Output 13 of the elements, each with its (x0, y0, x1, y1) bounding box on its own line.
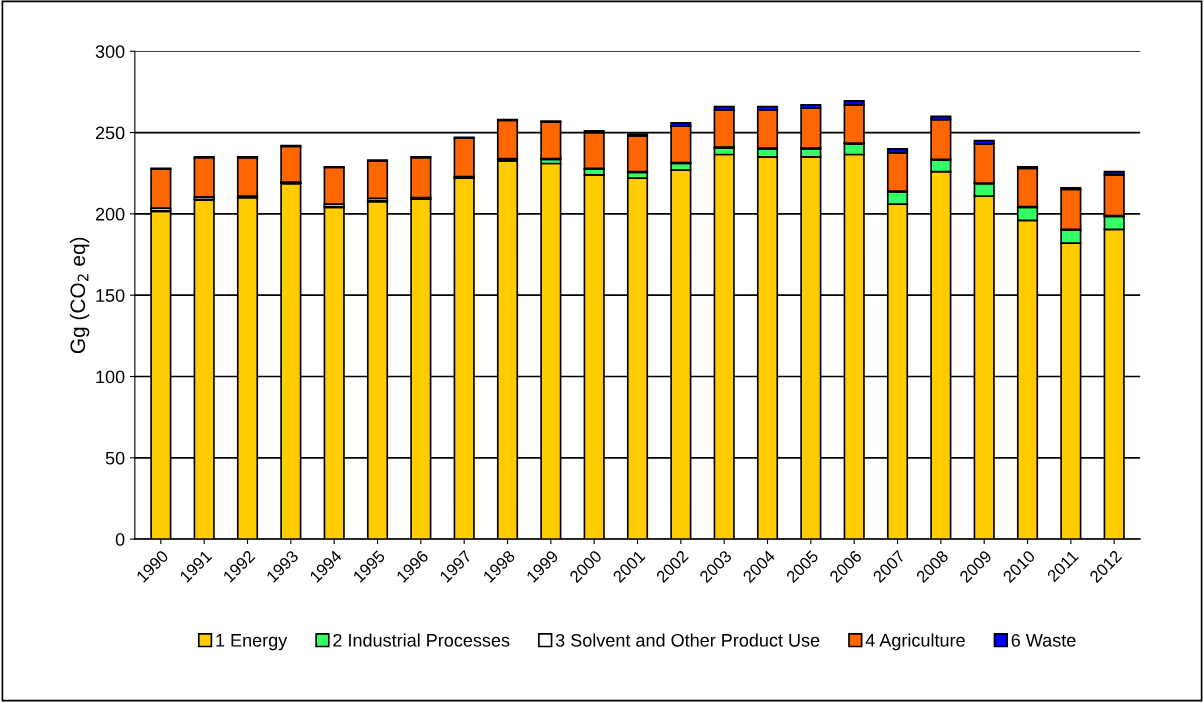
legend-label: 2 Industrial Processes (333, 633, 510, 647)
legend-label: 4 Agriculture (865, 633, 965, 651)
legend-label: 1 Energy (216, 634, 288, 651)
legend-label: 6 Waste (1011, 633, 1076, 647)
y-tick-label: 0 (115, 533, 125, 546)
y-tick-label: 250 (95, 126, 125, 140)
legend-label: 3 Solvent and Other Product Use (555, 633, 820, 647)
y-tick-label: 50 (105, 451, 125, 465)
y-tick-label: 150 (96, 289, 125, 302)
y-tick-label: 200 (95, 207, 125, 221)
y-tick-label: 300 (95, 45, 125, 58)
y-tick-label: 100 (96, 370, 125, 384)
y-axis-title: Gg (CO$_{2}$ eq) (69, 237, 90, 354)
